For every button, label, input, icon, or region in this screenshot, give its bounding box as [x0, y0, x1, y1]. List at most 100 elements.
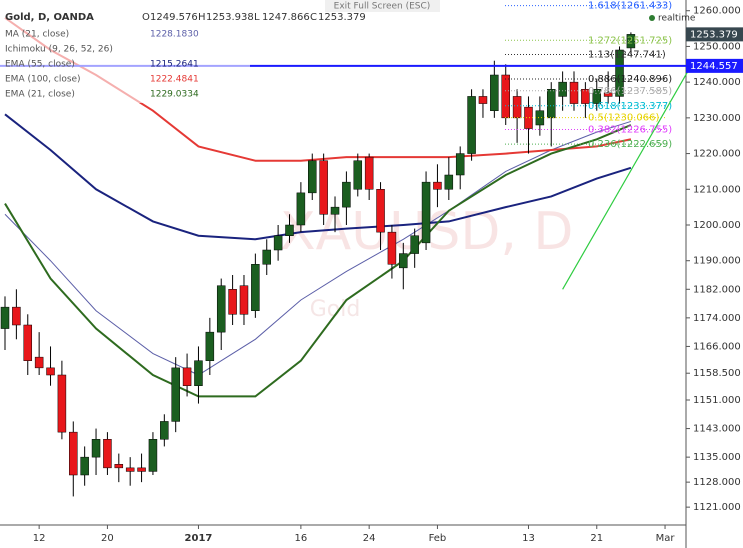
candle-body: [137, 467, 146, 472]
candle-body: [546, 89, 556, 119]
ma-line: [4, 113, 632, 241]
candle-body: [23, 324, 33, 361]
candle-body: [228, 289, 237, 315]
candle-body: [12, 306, 21, 326]
candle-body: [319, 160, 328, 215]
y-tick-label: 1143.000: [693, 424, 741, 435]
legend-name: EMA (55, close): [5, 60, 75, 70]
candle-body: [171, 367, 180, 422]
candle-body: [364, 156, 374, 190]
legend-bg: [0, 9, 250, 103]
x-tick-label: Feb: [429, 533, 447, 544]
y-tick-label: 1210.000: [693, 184, 741, 195]
x-tick-label: 24: [363, 533, 376, 544]
legend-name: Ichimoku (9, 26, 52, 26): [5, 45, 113, 55]
candle-body: [273, 235, 283, 251]
legend-value: 1222.4841: [150, 75, 199, 85]
fib-label: 1.272(1251.725): [588, 35, 672, 46]
candle-body: [0, 306, 10, 329]
legend-value: 1228.1830: [150, 30, 199, 40]
candle-body: [490, 74, 499, 111]
fib-label: 0.618(1233.377): [588, 101, 672, 112]
trend-line: [562, 71, 689, 290]
price-box: [686, 58, 743, 73]
fib-label: 1.13(1247.741): [588, 49, 666, 60]
y-tick-label: 1190.000: [693, 256, 741, 267]
candle-body: [285, 224, 294, 236]
ohlc-field: H: [198, 12, 206, 23]
legend-value: 1215.2641: [150, 60, 199, 70]
candle-body: [103, 439, 112, 469]
candle-body: [342, 181, 351, 208]
ohlc-field: L: [254, 12, 260, 23]
price-label: 1244.557: [690, 61, 738, 72]
candle-body: [239, 285, 249, 315]
ohlc-value: 1247.866: [262, 12, 310, 23]
candle-body: [433, 181, 442, 190]
candle-body: [353, 160, 363, 190]
candle-body: [421, 181, 431, 244]
candle-body: [46, 367, 55, 376]
candle-body: [410, 235, 419, 254]
y-tick-label: 1151.000: [693, 395, 741, 406]
candle-body: [57, 374, 67, 433]
legend-value: 1229.0334: [150, 90, 199, 100]
y-tick-label: 1230.000: [693, 113, 741, 124]
candle-body: [512, 96, 522, 119]
fib-label: 0.786(1237.585): [588, 86, 672, 97]
y-tick-label: 1158.500: [693, 368, 741, 379]
candle-body: [603, 92, 613, 97]
x-tick-label: 13: [522, 533, 535, 544]
candle-body: [160, 421, 169, 440]
exit-text[interactable]: Exit Full Screen (ESC): [334, 2, 431, 12]
watermark-sub: Gold: [310, 297, 361, 322]
candle-body: [524, 106, 533, 129]
fib-label: 0.382(1226.755): [588, 124, 672, 135]
candle-body: [69, 431, 78, 476]
candle-body: [296, 192, 306, 226]
x-tick-label: 21: [590, 533, 603, 544]
ohlc-value: 1253.379: [318, 12, 366, 23]
candle-body: [558, 81, 567, 97]
candle-body: [501, 74, 510, 119]
ohlc-field: C: [310, 12, 317, 23]
candle-body: [478, 96, 488, 104]
y-tick-label: 1182.000: [693, 284, 741, 295]
y-tick-label: 1135.000: [693, 452, 741, 463]
candle-body: [444, 174, 454, 190]
ohlc-value: 1253.938: [206, 12, 254, 23]
y-tick-label: 1174.000: [693, 313, 741, 324]
y-tick-label: 1220.000: [693, 149, 741, 160]
candle-body: [125, 467, 135, 472]
fib-label: 1.618(1261.433): [588, 1, 672, 12]
legend-name: MA (21, close): [5, 30, 69, 40]
candle-body: [216, 285, 226, 333]
last-price-box: [686, 27, 743, 42]
ohlc-value: 1249.576: [150, 12, 198, 23]
candle-body: [376, 189, 385, 233]
exit-bar[interactable]: [325, 0, 440, 12]
x-tick-label: 12: [33, 533, 46, 544]
last-price-label: 1253.379: [690, 29, 738, 40]
candle-body: [114, 464, 124, 469]
candle-body: [626, 34, 636, 49]
candle-body: [399, 253, 408, 269]
y-tick-label: 1250.000: [693, 41, 741, 52]
legend-name: EMA (21, close): [5, 90, 75, 100]
x-tick-label: Mar: [656, 533, 676, 544]
candle-body: [91, 439, 101, 458]
fib-label: 0.236(1222.659): [588, 139, 672, 150]
candle-body: [535, 110, 545, 126]
y-tick-label: 1121.000: [693, 502, 741, 513]
candle-body: [581, 89, 590, 104]
y-tick-label: 1260.000: [693, 6, 741, 17]
candle-body: [330, 206, 340, 215]
legend-name: EMA (100, close): [5, 75, 81, 85]
x-tick-label: 20: [101, 533, 114, 544]
candle-body: [182, 367, 192, 386]
symbol: Gold, D, OANDA: [5, 12, 94, 23]
candle-body: [467, 96, 476, 154]
candle-body: [205, 331, 215, 361]
y-tick-label: 1128.000: [693, 477, 741, 488]
